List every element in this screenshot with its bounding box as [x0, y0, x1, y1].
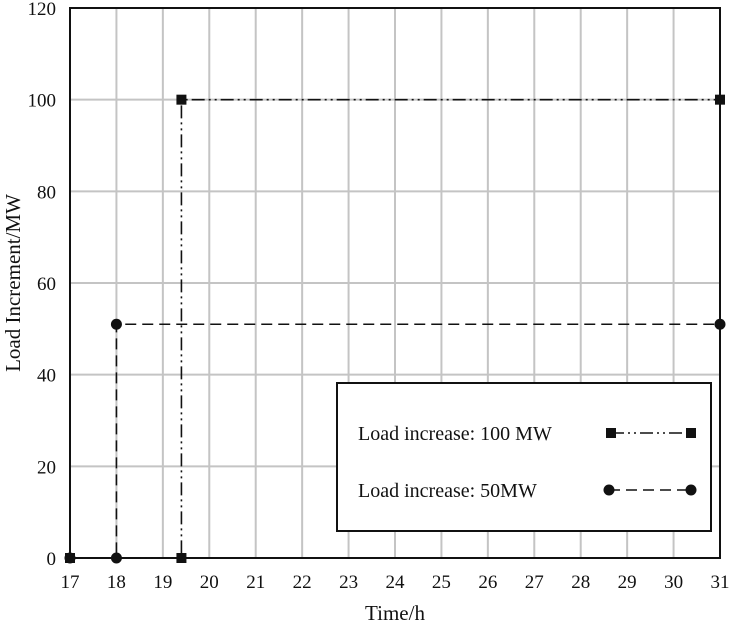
data-point-marker [110, 552, 122, 564]
y-tick-label: 40 [37, 366, 56, 387]
legend-sample-marker [606, 428, 616, 438]
data-point-marker [110, 318, 122, 330]
data-point-marker [176, 553, 187, 563]
x-tick-label: 24 [386, 572, 406, 593]
series-line-1 [70, 323, 720, 559]
x-tick-label: 21 [246, 572, 265, 593]
x-tick-label: 23 [339, 572, 358, 593]
x-tick-label: 26 [478, 572, 497, 593]
x-tick-label: 17 [61, 572, 80, 593]
y-tick-label: 0 [47, 549, 57, 570]
x-tick-label: 27 [525, 572, 544, 593]
data-point-marker [715, 94, 725, 105]
legend-label-100mw: Load increase: 100 MW [358, 423, 552, 445]
y-tick-label: 120 [28, 0, 57, 20]
legend-sample-marker [685, 484, 697, 496]
x-tick-label: 29 [618, 572, 637, 593]
legend-box [336, 382, 712, 532]
y-tick-label: 80 [37, 182, 56, 203]
data-point-marker [64, 552, 76, 564]
y-axis-label: Load Increment/MW [1, 194, 25, 372]
data-point-marker [714, 318, 726, 330]
y-tick-label: 60 [37, 274, 56, 295]
y-tick-label: 100 [28, 91, 57, 112]
x-tick-label: 30 [664, 572, 683, 593]
x-tick-label: 22 [293, 572, 312, 593]
x-tick-label: 31 [711, 572, 730, 593]
legend-sample-marker [603, 484, 615, 496]
y-tick-labels: 0 20 40 60 80 100 120 [28, 0, 57, 570]
x-tick-label: 25 [432, 572, 451, 593]
x-axis-label: Time/h [365, 601, 425, 625]
plot-frame [69, 7, 721, 559]
y-tick-label: 20 [37, 457, 56, 478]
x-tick-labels: 17 18 19 20 21 22 23 24 25 26 27 28 29 30 31 [61, 572, 730, 593]
data-point-marker [176, 94, 187, 105]
legend-sample-marker [686, 428, 696, 438]
x-tick-label: 19 [153, 572, 172, 593]
legend-sample-50mw [603, 484, 697, 496]
x-tick-label: 28 [571, 572, 590, 593]
x-tick-label: 18 [107, 572, 126, 593]
legend: Load increase: 100 MW Load increase: 50M… [336, 382, 712, 532]
legend-sample-100mw [606, 428, 696, 438]
series-1 [64, 318, 726, 564]
x-tick-label: 20 [200, 572, 219, 593]
legend-label-50mw: Load increase: 50MW [358, 480, 537, 502]
series-layer [64, 94, 726, 564]
